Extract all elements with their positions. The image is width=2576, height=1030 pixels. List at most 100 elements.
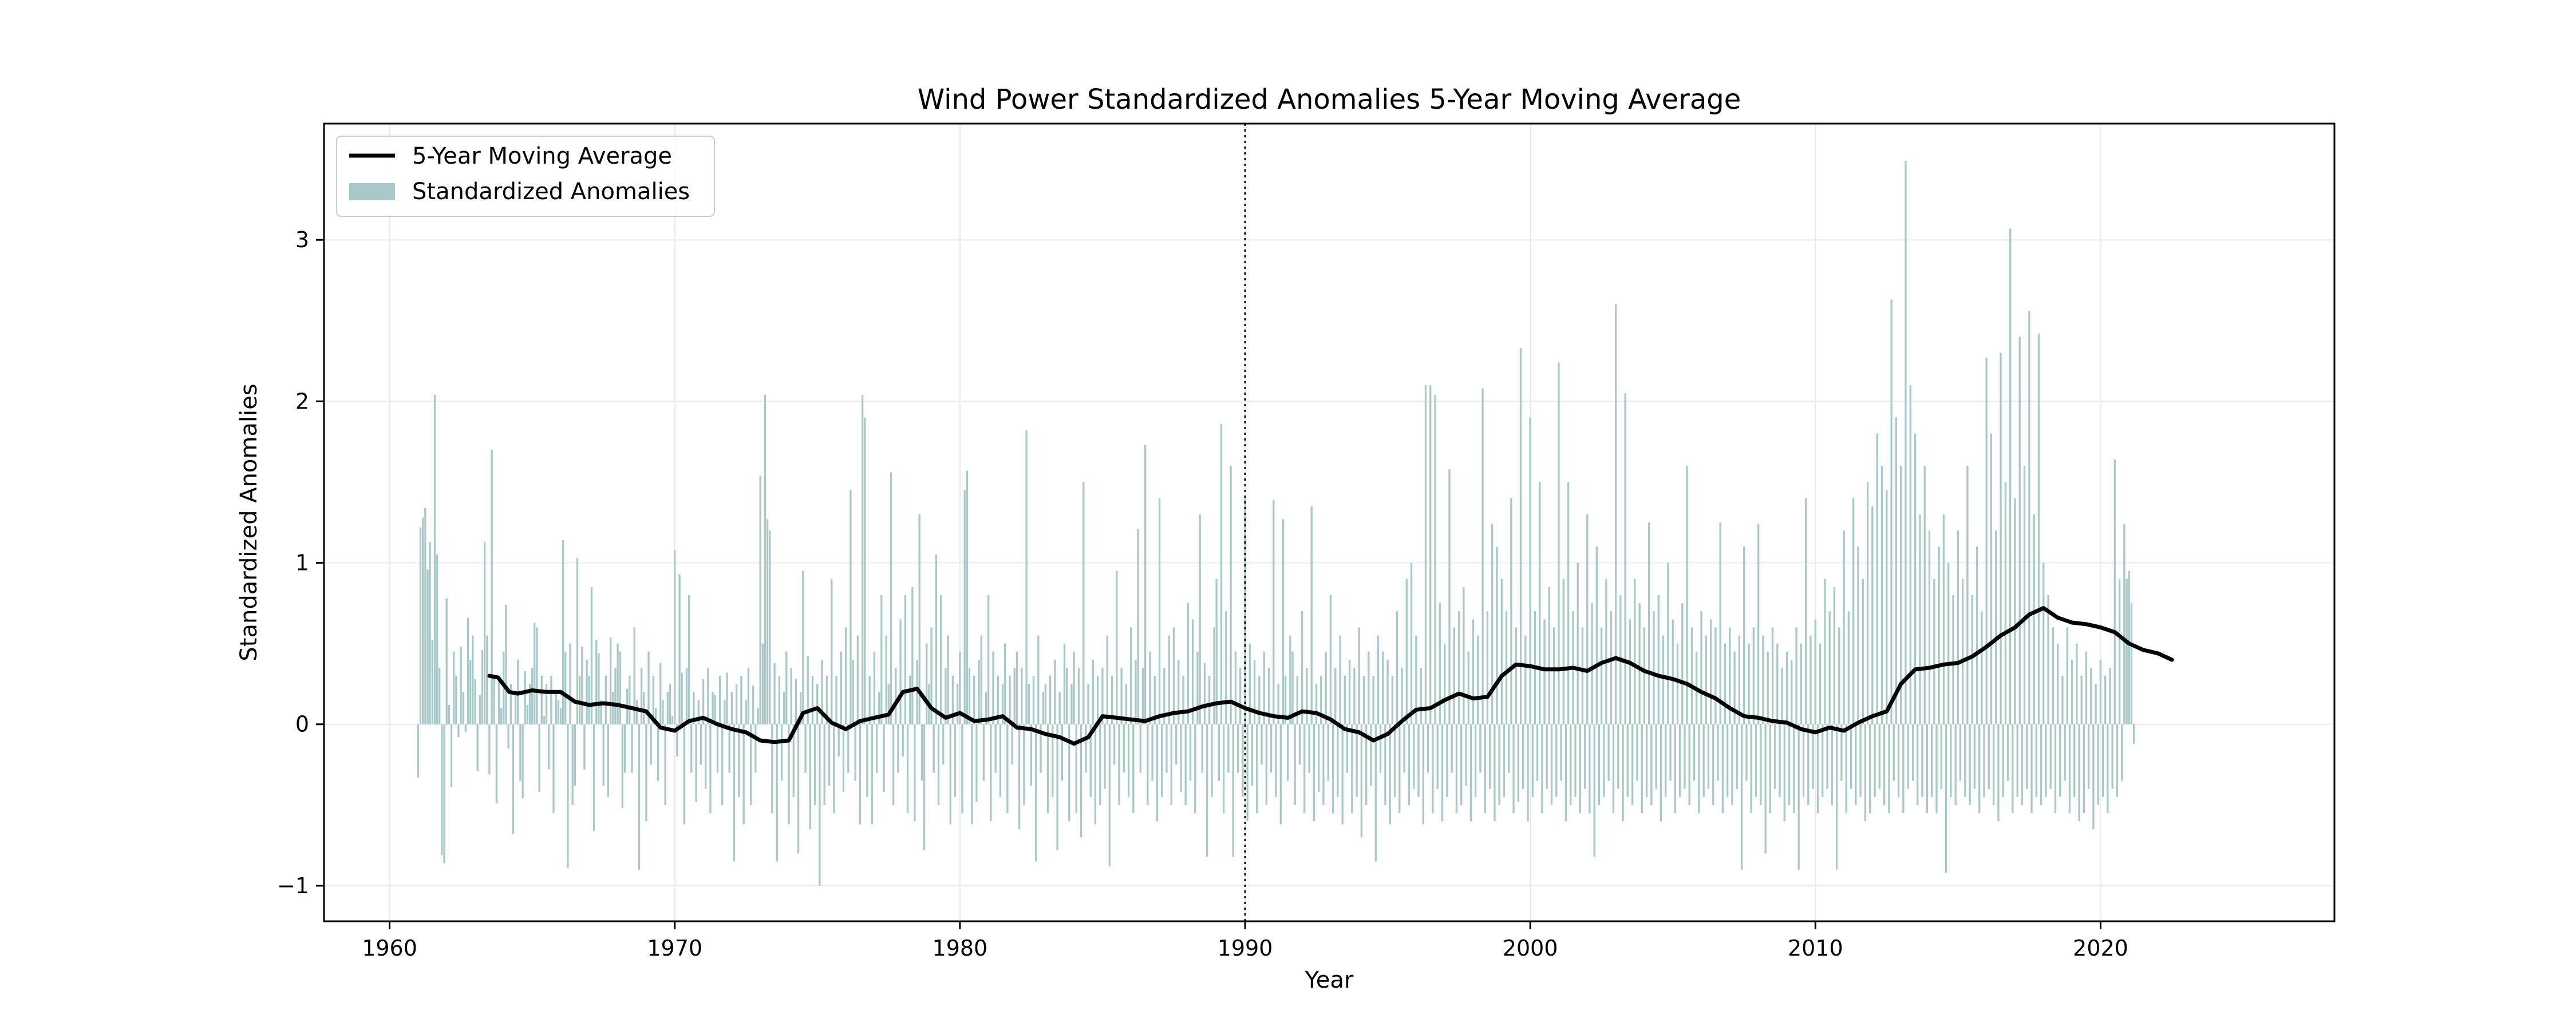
anomaly-bar bbox=[1337, 724, 1339, 797]
anomaly-bar bbox=[464, 724, 467, 732]
anomaly-bar bbox=[1709, 619, 1712, 724]
anomaly-bar bbox=[1040, 724, 1042, 773]
anomaly-bar bbox=[1785, 651, 1788, 724]
anomaly-bar bbox=[1992, 724, 1995, 805]
anomaly-bar bbox=[1638, 603, 1641, 724]
anomaly-bar bbox=[1401, 667, 1403, 724]
anomaly-bar bbox=[576, 558, 579, 724]
anomaly-bar bbox=[562, 540, 564, 724]
anomaly-bar bbox=[700, 724, 702, 765]
anomaly-bar bbox=[1239, 667, 1242, 724]
anomaly-bar bbox=[1474, 724, 1477, 797]
anomaly-bar bbox=[1973, 724, 1976, 789]
anomaly-bar bbox=[970, 724, 973, 825]
anomaly-bar bbox=[766, 519, 769, 724]
anomaly-bar bbox=[1755, 724, 1757, 797]
anomaly-bar bbox=[1498, 724, 1500, 805]
anomaly-bar bbox=[1453, 627, 1455, 724]
anomaly-bar bbox=[2113, 459, 2116, 724]
anomaly-bar bbox=[2018, 336, 2021, 724]
anomaly-bar bbox=[579, 676, 581, 724]
anomaly-bar bbox=[1346, 724, 1349, 773]
anomaly-bar bbox=[1294, 724, 1296, 805]
anomaly-bar bbox=[460, 647, 462, 724]
anomaly-bar bbox=[1184, 724, 1187, 805]
anomaly-bar bbox=[1959, 724, 1962, 781]
anomaly-bar bbox=[2045, 724, 2047, 797]
anomaly-bar bbox=[2095, 684, 2097, 724]
anomaly-bar bbox=[1719, 522, 1721, 724]
anomaly-bar bbox=[1641, 724, 1643, 813]
anomaly-bar bbox=[1484, 724, 1486, 813]
anomaly-bar bbox=[2016, 724, 2018, 797]
anomaly-bar bbox=[1555, 724, 1558, 797]
anomaly-bar bbox=[557, 700, 559, 724]
anomaly-bar bbox=[1018, 724, 1021, 830]
anomaly-bar bbox=[724, 700, 726, 724]
anomaly-bar bbox=[612, 692, 614, 724]
anomaly-bar bbox=[1175, 724, 1178, 765]
anomaly-bar bbox=[1065, 667, 1068, 724]
anomaly-bar bbox=[495, 724, 498, 804]
anomaly-bar bbox=[635, 700, 638, 724]
anomaly-bar bbox=[1253, 659, 1256, 724]
anomaly-bar bbox=[2111, 724, 2113, 789]
anomaly-bar bbox=[1263, 651, 1265, 724]
anomaly-bar bbox=[450, 724, 453, 787]
anomaly-bar bbox=[1273, 500, 1275, 724]
x-tick-label: 1960 bbox=[362, 936, 417, 961]
anomaly-bar bbox=[583, 724, 586, 770]
legend-bar-swatch bbox=[349, 183, 395, 200]
anomaly-bar bbox=[1669, 724, 1672, 781]
anomaly-bar bbox=[1795, 627, 1797, 724]
anomaly-bar bbox=[937, 724, 940, 805]
anomaly-bar bbox=[1318, 724, 1320, 793]
anomaly-bar bbox=[1938, 546, 1940, 724]
anomaly-bar bbox=[1386, 659, 1389, 724]
anomaly-bar bbox=[1800, 643, 1803, 724]
anomaly-bar bbox=[1391, 676, 1394, 724]
anomaly-bar bbox=[1760, 724, 1762, 805]
anomaly-bar bbox=[2014, 498, 2016, 724]
anomaly-bar bbox=[740, 676, 742, 724]
anomaly-bar bbox=[1156, 724, 1159, 822]
anomaly-bar bbox=[1446, 724, 1448, 797]
anomaly-bar bbox=[652, 676, 655, 724]
anomaly-bar bbox=[462, 692, 464, 724]
anomaly-bar bbox=[721, 724, 724, 805]
anomaly-bar bbox=[1308, 724, 1310, 773]
anomaly-bar bbox=[985, 692, 987, 724]
anomaly-bar bbox=[866, 724, 868, 797]
anomaly-bar bbox=[1612, 724, 1615, 813]
anomaly-bar bbox=[678, 574, 681, 724]
anomaly-bar bbox=[1282, 519, 1285, 724]
anomaly-bar bbox=[457, 724, 460, 738]
anomaly-bar bbox=[1348, 659, 1351, 724]
anomaly-bar bbox=[1396, 611, 1398, 724]
anomaly-bar bbox=[548, 724, 550, 770]
anomaly-bar bbox=[581, 647, 583, 724]
anomaly-bar bbox=[714, 695, 716, 724]
anomaly-bar bbox=[1393, 724, 1396, 797]
anomaly-bar bbox=[1926, 724, 1929, 813]
x-tick-label: 1990 bbox=[1218, 936, 1273, 961]
y-tick-label: 2 bbox=[295, 389, 309, 414]
anomaly-bar bbox=[914, 724, 916, 822]
anomaly-bar bbox=[1852, 498, 1855, 724]
plot-frame bbox=[323, 122, 2336, 922]
anomaly-bar bbox=[1961, 579, 1964, 724]
anomaly-bar bbox=[1788, 724, 1791, 805]
anomaly-bar bbox=[1432, 724, 1434, 813]
anomaly-bar bbox=[1802, 724, 1805, 797]
anomaly-bar bbox=[1721, 724, 1724, 813]
anomaly-bar bbox=[1541, 724, 1543, 813]
anomaly-bar bbox=[1199, 514, 1201, 724]
anomaly-bar bbox=[602, 724, 605, 786]
y-tick-label: 0 bbox=[295, 712, 309, 737]
anomaly-bar bbox=[1660, 724, 1662, 822]
anomaly-bar bbox=[1978, 724, 1981, 813]
anomaly-bar bbox=[895, 667, 897, 724]
anomaly-bar bbox=[2042, 562, 2045, 724]
anomaly-bar bbox=[1424, 385, 1427, 724]
anomaly-bar bbox=[939, 595, 942, 724]
